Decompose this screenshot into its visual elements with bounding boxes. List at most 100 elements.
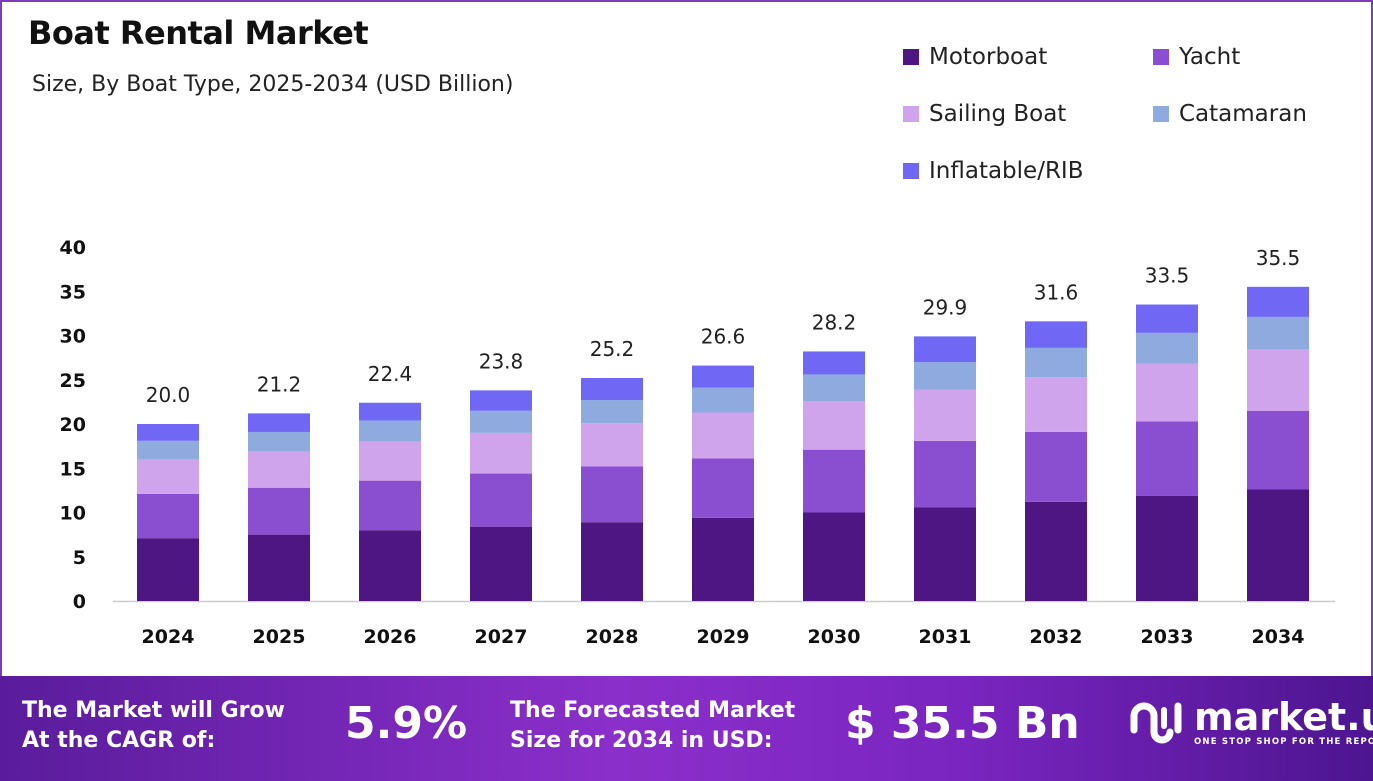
total-data-label: 26.6	[701, 325, 746, 349]
bar-segment-yacht	[359, 480, 421, 531]
bar-segment-motorboat	[137, 538, 199, 601]
legend-item: Sailing Boat	[903, 101, 1066, 127]
y-tick-label: 30	[60, 326, 86, 348]
bar-segment-catamaran	[692, 387, 754, 413]
bar-segment-inflatable-rib	[359, 402, 421, 421]
bar-segment-motorboat	[1136, 495, 1198, 601]
bar-segment-sailing-boat	[581, 423, 643, 467]
bar-segment-sailing-boat	[1025, 377, 1087, 432]
bar-segment-catamaran	[914, 362, 976, 390]
bar-segment-motorboat	[803, 512, 865, 601]
stacked-bar-chart: 051015202530354020.0202421.2202522.42026…	[60, 237, 1335, 648]
bar-segment-inflatable-rib	[1136, 304, 1198, 333]
cagr-label-line2: At the CAGR of:	[22, 728, 216, 753]
bar-segment-yacht	[803, 449, 865, 513]
bar-segment-sailing-boat	[137, 459, 199, 494]
legend-item: Inflatable/RIB	[903, 158, 1084, 184]
total-data-label: 25.2	[590, 337, 635, 361]
bar-segment-yacht	[1025, 431, 1087, 502]
cagr-label-line1: The Market will Grow	[22, 698, 285, 723]
x-tick-label: 2028	[586, 626, 639, 648]
forecast-label-line2: Size for 2034 in USD:	[510, 728, 773, 753]
bar-segment-inflatable-rib	[470, 390, 532, 411]
legend-swatch	[903, 106, 919, 122]
legend-label: Sailing Boat	[929, 101, 1067, 127]
total-data-label: 29.9	[923, 295, 968, 319]
bar-segment-sailing-boat	[470, 432, 532, 474]
y-tick-label: 25	[60, 370, 86, 392]
bar-segment-catamaran	[1247, 316, 1309, 350]
bar-segment-catamaran	[1025, 347, 1087, 378]
bar-segment-sailing-boat	[803, 400, 865, 450]
chart-subtitle: Size, By Boat Type, 2025-2034 (USD Billi…	[32, 72, 514, 97]
legend-swatch	[903, 163, 919, 179]
bar-segment-inflatable-rib	[137, 424, 199, 441]
bar-segment-sailing-boat	[248, 451, 310, 488]
legend-label: Inflatable/RIB	[929, 158, 1084, 184]
bar-segment-sailing-boat	[1247, 349, 1309, 411]
cagr-value: 5.9%	[345, 698, 468, 749]
bar-segment-inflatable-rib	[692, 365, 754, 388]
legend-item: Catamaran	[1153, 101, 1307, 127]
logo-name: market.us	[1194, 695, 1373, 739]
bar-segment-motorboat	[470, 526, 532, 601]
legend-label: Catamaran	[1179, 101, 1307, 127]
bar-segment-inflatable-rib	[248, 413, 310, 432]
bar-segment-catamaran	[581, 400, 643, 424]
bar-segment-motorboat	[692, 517, 754, 601]
bar-segment-sailing-boat	[1136, 363, 1198, 422]
cagr-label: The Market will Grow At the CAGR of:	[22, 696, 285, 756]
market-us-logo: market.us ONE STOP SHOP FOR THE REPORTS	[1128, 696, 1373, 748]
logo-icon	[1130, 702, 1182, 744]
legend-swatch	[1153, 49, 1169, 65]
bar-segment-yacht	[1247, 410, 1309, 490]
y-tick-label: 10	[60, 503, 86, 525]
bar-segment-catamaran	[470, 410, 532, 433]
total-data-label: 31.6	[1034, 280, 1079, 304]
y-tick-label: 15	[60, 458, 86, 480]
bar-segment-yacht	[137, 493, 199, 539]
x-tick-label: 2027	[475, 626, 528, 648]
total-data-label: 23.8	[479, 349, 524, 373]
footer-banner: The Market will Grow At the CAGR of: 5.9…	[0, 676, 1373, 781]
bar-segment-inflatable-rib	[581, 377, 643, 401]
forecast-value: $ 35.5 Bn	[845, 698, 1080, 749]
bar-segment-yacht	[692, 458, 754, 518]
y-tick-label: 40	[60, 237, 86, 259]
logo-tagline: ONE STOP SHOP FOR THE REPORTS	[1194, 737, 1373, 747]
bar-segment-catamaran	[359, 420, 421, 442]
bar-segment-catamaran	[803, 374, 865, 401]
bar-segment-inflatable-rib	[1025, 321, 1087, 348]
bar-segment-yacht	[914, 440, 976, 508]
bar-segment-inflatable-rib	[1247, 286, 1309, 317]
bar-segment-inflatable-rib	[803, 351, 865, 375]
total-data-label: 35.5	[1256, 246, 1301, 270]
x-tick-label: 2031	[919, 626, 972, 648]
bar-segment-yacht	[1136, 421, 1198, 496]
total-data-label: 20.0	[146, 383, 191, 407]
y-tick-label: 5	[73, 547, 86, 569]
legend-item: Motorboat	[903, 44, 1047, 70]
bar-segment-catamaran	[248, 431, 310, 452]
bar-segment-yacht	[470, 473, 532, 527]
x-tick-label: 2034	[1252, 626, 1305, 648]
legend-item: Yacht	[1153, 44, 1240, 70]
x-tick-label: 2033	[1141, 626, 1194, 648]
legend-label: Yacht	[1179, 44, 1241, 70]
x-tick-label: 2032	[1030, 626, 1083, 648]
chart-title: Boat Rental Market	[28, 14, 369, 52]
y-tick-label: 35	[60, 281, 86, 303]
bar-segment-sailing-boat	[359, 441, 421, 481]
total-data-label: 21.2	[257, 372, 302, 396]
total-data-label: 22.4	[368, 362, 413, 386]
y-tick-label: 0	[73, 591, 86, 613]
x-tick-label: 2025	[253, 626, 306, 648]
legend-label: Motorboat	[929, 44, 1048, 70]
x-tick-label: 2030	[808, 626, 861, 648]
bar-segment-motorboat	[1025, 501, 1087, 601]
total-data-label: 28.2	[812, 310, 857, 334]
total-data-label: 33.5	[1145, 264, 1190, 288]
bar-segment-yacht	[248, 487, 310, 535]
x-tick-label: 2026	[364, 626, 417, 648]
